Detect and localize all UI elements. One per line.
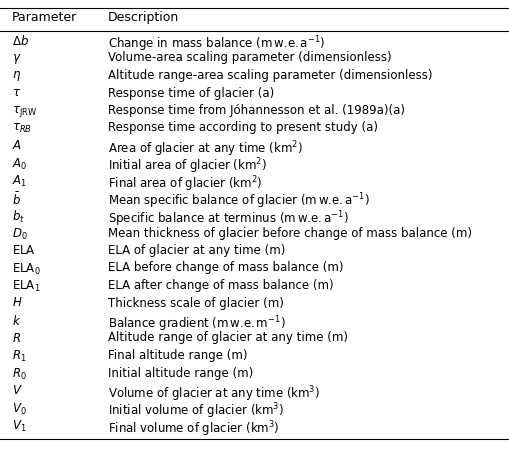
Text: $\Delta b$: $\Delta b$ (12, 34, 29, 48)
Text: Mean specific balance of glacier (m$\,$w.e.$\,$a$^{-1}$): Mean specific balance of glacier (m$\,$w… (108, 192, 370, 211)
Text: Final area of glacier (km$^2$): Final area of glacier (km$^2$) (108, 174, 263, 194)
Text: $k$: $k$ (12, 314, 21, 328)
Text: $\mathregular{ELA}$: $\mathregular{ELA}$ (12, 244, 36, 257)
Text: Parameter: Parameter (12, 11, 77, 24)
Text: $A$: $A$ (12, 139, 22, 152)
Text: $H$: $H$ (12, 296, 22, 309)
Text: $\mathregular{ELA}_{\mathregular{1}}$: $\mathregular{ELA}_{\mathregular{1}}$ (12, 279, 41, 294)
Text: $A_{\mathregular{1}}$: $A_{\mathregular{1}}$ (12, 174, 27, 189)
Text: Response time from Jóhannesson et al. (1989a)(a): Response time from Jóhannesson et al. (1… (108, 104, 405, 117)
Text: $D_{\mathregular{0}}$: $D_{\mathregular{0}}$ (12, 226, 27, 242)
Text: Initial altitude range (m): Initial altitude range (m) (108, 367, 253, 380)
Text: Response time of glacier (a): Response time of glacier (a) (108, 87, 274, 100)
Text: ELA of glacier at any time (m): ELA of glacier at any time (m) (108, 244, 286, 257)
Text: $\eta$: $\eta$ (12, 69, 21, 83)
Text: Mean thickness of glacier before change of mass balance (m): Mean thickness of glacier before change … (108, 226, 472, 239)
Text: $\mathregular{ELA}_{\mathregular{0}}$: $\mathregular{ELA}_{\mathregular{0}}$ (12, 262, 41, 276)
Text: Altitude range of glacier at any time (m): Altitude range of glacier at any time (m… (108, 332, 348, 344)
Text: $\gamma$: $\gamma$ (12, 51, 21, 65)
Text: ELA after change of mass balance (m): ELA after change of mass balance (m) (108, 279, 333, 292)
Text: Initial volume of glacier (km$^3$): Initial volume of glacier (km$^3$) (108, 401, 284, 421)
Text: Final altitude range (m): Final altitude range (m) (108, 349, 247, 362)
Text: $R$: $R$ (12, 332, 21, 344)
Text: Volume-area scaling parameter (dimensionless): Volume-area scaling parameter (dimension… (108, 51, 391, 64)
Text: Volume of glacier at any time (km$^3$): Volume of glacier at any time (km$^3$) (108, 384, 320, 404)
Text: $\tau_{\mathit{RB}}$: $\tau_{\mathit{RB}}$ (12, 121, 32, 135)
Text: $\bar{b}$: $\bar{b}$ (12, 192, 21, 208)
Text: Change in mass balance (m$\,$w.e.$\,$a$^{-1}$): Change in mass balance (m$\,$w.e.$\,$a$^… (108, 34, 325, 54)
Text: $V_{\mathregular{1}}$: $V_{\mathregular{1}}$ (12, 419, 26, 434)
Text: Altitude range-area scaling parameter (dimensionless): Altitude range-area scaling parameter (d… (108, 69, 433, 82)
Text: Area of glacier at any time (km$^2$): Area of glacier at any time (km$^2$) (108, 139, 303, 159)
Text: $V_{\mathregular{0}}$: $V_{\mathregular{0}}$ (12, 401, 26, 417)
Text: ELA before change of mass balance (m): ELA before change of mass balance (m) (108, 262, 344, 275)
Text: $R_{\mathregular{0}}$: $R_{\mathregular{0}}$ (12, 367, 27, 382)
Text: $\tau_{\mathregular{JRW}}$: $\tau_{\mathregular{JRW}}$ (12, 104, 37, 119)
Text: Final volume of glacier (km$^3$): Final volume of glacier (km$^3$) (108, 419, 279, 438)
Text: $b_{\mathit{t}}$: $b_{\mathit{t}}$ (12, 209, 25, 225)
Text: Specific balance at terminus (m$\,$w.e.$\,$a$^{-1}$): Specific balance at terminus (m$\,$w.e.$… (108, 209, 349, 229)
Text: Thickness scale of glacier (m): Thickness scale of glacier (m) (108, 296, 284, 309)
Text: Response time according to present study (a): Response time according to present study… (108, 121, 378, 134)
Text: Description: Description (108, 11, 179, 24)
Text: $R_{\mathregular{1}}$: $R_{\mathregular{1}}$ (12, 349, 26, 364)
Text: $A_{\mathregular{0}}$: $A_{\mathregular{0}}$ (12, 156, 27, 172)
Text: $V$: $V$ (12, 384, 23, 397)
Text: $\tau$: $\tau$ (12, 87, 21, 100)
Text: Initial area of glacier (km$^2$): Initial area of glacier (km$^2$) (108, 156, 267, 176)
Text: Balance gradient (m$\,$w.e.$\,$m$^{-1}$): Balance gradient (m$\,$w.e.$\,$m$^{-1}$) (108, 314, 286, 334)
